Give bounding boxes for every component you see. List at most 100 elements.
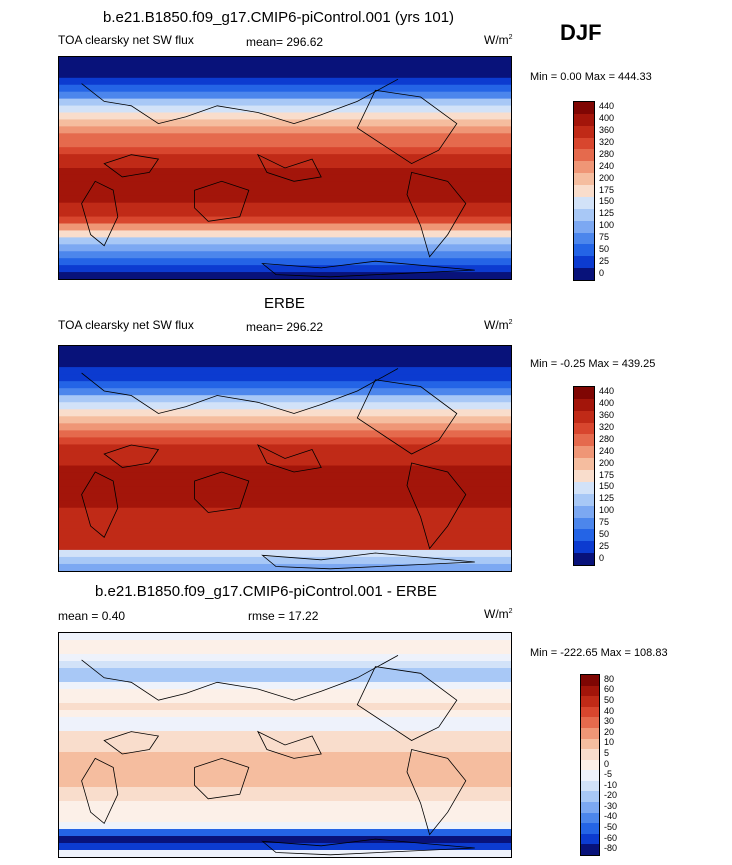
coastline [194, 180, 250, 222]
map-band [59, 140, 511, 148]
coastline [103, 154, 160, 178]
colorbar-tick-label: -30 [604, 800, 618, 811]
map-band [59, 360, 511, 368]
panel3-title: b.e21.B1850.f09_g17.CMIP6-piControl.001 … [95, 583, 437, 600]
map-band [59, 731, 511, 739]
map-band [59, 710, 511, 718]
colorbar-swatch [581, 802, 599, 814]
colorbar-swatch [574, 220, 594, 234]
colorbar-tick-label: 30 [604, 716, 615, 727]
colorbar-tick-label: 240 [599, 445, 615, 456]
colorbar-swatch [574, 185, 594, 198]
map-band [59, 91, 511, 100]
map-band [59, 689, 511, 697]
colorbar-swatch [581, 727, 599, 740]
map-band [59, 168, 511, 176]
colorbar-tick-label: 150 [599, 481, 615, 492]
colorbar-tick-label: 20 [604, 726, 615, 737]
colorbar-swatch [574, 149, 594, 162]
map-band [59, 752, 511, 760]
panel2-title: ERBE [264, 295, 305, 312]
colorbar-tick-label: 200 [599, 172, 615, 183]
colorbar-tick-label: 240 [599, 160, 615, 171]
map-band [59, 105, 511, 114]
map-band [59, 640, 511, 648]
colorbar-swatch [574, 529, 594, 542]
colorbar-tick-label: 0 [604, 758, 610, 769]
map-band [59, 556, 511, 565]
map-band [59, 367, 511, 375]
map-band [59, 353, 511, 361]
colorbar-swatch [581, 717, 599, 729]
map-band [59, 77, 511, 86]
map-band [59, 808, 511, 816]
colorbar-swatch [574, 446, 594, 459]
panel2-mean: mean= 296.22 [246, 320, 324, 334]
coastline [103, 444, 160, 468]
colorbar-tick-label: 360 [599, 410, 615, 421]
colorbar-tick-label: 75 [599, 231, 610, 242]
colorbar-tick-label: 320 [599, 422, 615, 433]
colorbar-swatch [581, 823, 599, 835]
map-band [59, 119, 511, 128]
map-band [59, 472, 511, 481]
panel1-mean: mean= 296.62 [246, 35, 324, 49]
coastline [261, 552, 475, 570]
map-band [59, 430, 511, 439]
map-band [59, 174, 511, 183]
map-band [59, 514, 511, 523]
colorbar-tick-label: 25 [599, 255, 610, 266]
coastline [81, 471, 119, 538]
colorbar-swatch [574, 173, 594, 186]
colorbar-tick-label: 80 [604, 673, 615, 684]
map-band [59, 161, 511, 169]
map-band [59, 724, 511, 732]
map-band [59, 654, 511, 662]
coastline [194, 471, 250, 513]
colorbar-swatch [574, 434, 594, 447]
map-band [59, 437, 511, 446]
coastline [261, 838, 475, 856]
map-band [59, 216, 511, 225]
panel1-minmax: Min = 0.00 Max = 444.33 [530, 71, 652, 83]
coastline [257, 153, 322, 182]
panel2-colorbar [573, 386, 595, 566]
colorbar-swatch [574, 541, 594, 554]
colorbar-swatch [574, 387, 594, 400]
coastline [406, 749, 467, 836]
colorbar-tick-label: 400 [599, 113, 615, 124]
colorbar-tick-label: 5 [604, 747, 610, 758]
colorbar-swatch [581, 749, 599, 761]
panel2-map-svg [59, 346, 511, 571]
map-band [59, 346, 511, 354]
colorbar-swatch [574, 113, 594, 127]
panel1-map-svg [59, 57, 511, 279]
colorbar-swatch [574, 398, 594, 412]
map-band [59, 815, 511, 823]
colorbar-tick-label: 100 [599, 505, 615, 516]
coastline [406, 171, 467, 258]
panel3-mean: mean = 0.40 [58, 609, 126, 623]
map-band [59, 133, 511, 142]
map-band [59, 70, 511, 79]
map-band [59, 258, 511, 266]
panel1-colorbar [573, 101, 595, 281]
map-band [59, 521, 511, 530]
coastline [406, 462, 467, 550]
map-band [59, 787, 511, 795]
coastline [194, 757, 250, 800]
colorbar-swatch [581, 812, 599, 824]
colorbar-tick-label: 175 [599, 184, 615, 195]
map-band [59, 633, 511, 641]
map-band [59, 451, 511, 460]
colorbar-tick-label: 50 [599, 528, 610, 539]
map-band [59, 542, 511, 551]
panel1-variable: TOA clearsky net SW flux [58, 33, 194, 47]
map-band [59, 682, 511, 690]
colorbar-swatch [574, 553, 594, 566]
map-band [59, 57, 511, 65]
map-band [59, 549, 511, 558]
map-band [59, 759, 511, 767]
colorbar-tick-label: 50 [599, 243, 610, 254]
map-band [59, 374, 511, 382]
